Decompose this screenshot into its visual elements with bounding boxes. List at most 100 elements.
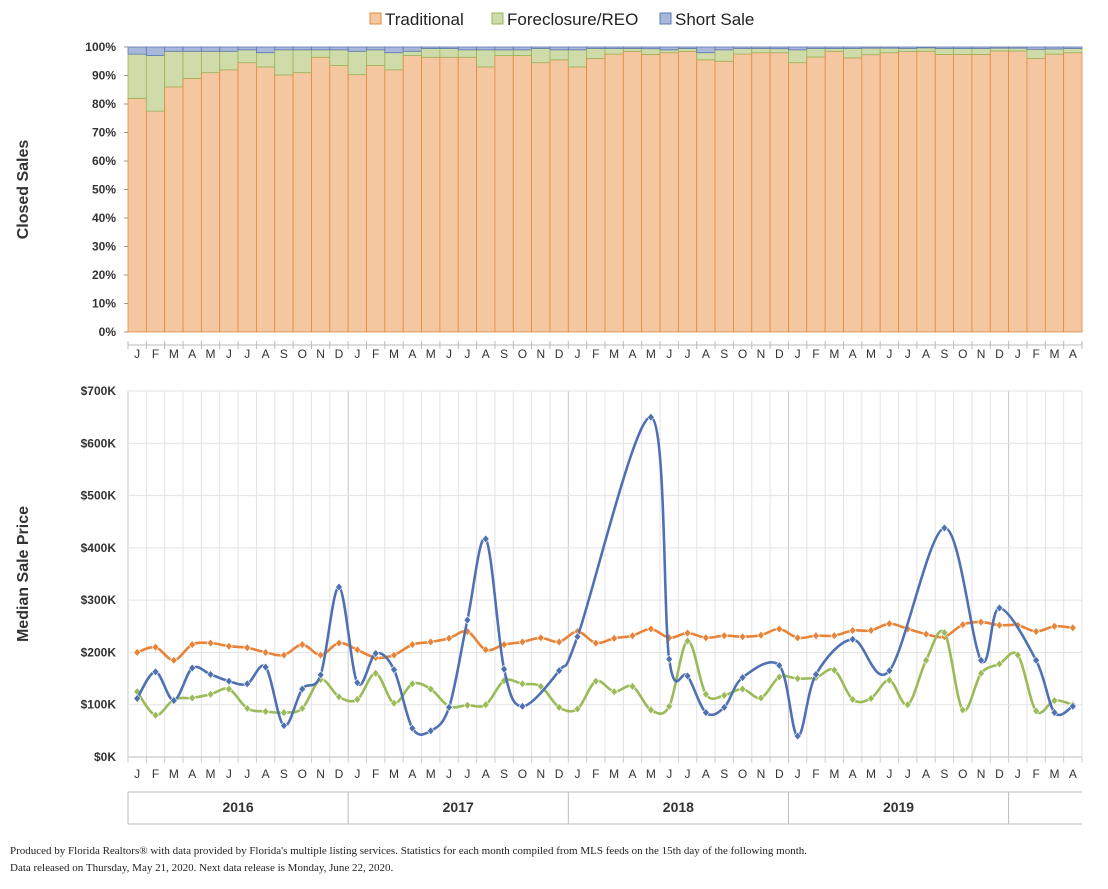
bar-foreclosure-reo: [402, 50, 422, 56]
data-point-traditional: [225, 641, 233, 651]
bar-traditional: [733, 53, 753, 333]
x-tick-label: M: [426, 347, 436, 361]
data-point-foreclosure-reo: [518, 679, 527, 689]
bar-traditional: [641, 54, 661, 333]
bar-foreclosure-reo: [714, 49, 734, 62]
data-point-foreclosure-reo: [353, 695, 362, 704]
bar-foreclosure-reo: [1008, 47, 1028, 52]
bar-foreclosure-reo: [476, 49, 496, 68]
bar-short-sale: [953, 46, 973, 49]
bar-traditional: [145, 110, 166, 333]
bar-foreclosure-reo: [879, 47, 899, 54]
bar-short-sale: [677, 46, 698, 49]
data-point-traditional: [353, 645, 362, 655]
bar-short-sale: [714, 46, 734, 51]
data-point-traditional: [316, 650, 325, 660]
x-tick-label: D: [775, 767, 784, 781]
x-tick-label: M: [829, 767, 839, 781]
bar-traditional: [824, 50, 844, 333]
median-sale-price-chart: $0K $100K $200K $300K $400K $500K $600K $700K Me…: [15, 384, 1083, 825]
data-point-traditional: [830, 631, 839, 641]
x-tick-label: D: [995, 767, 1004, 781]
legend-swatch: [369, 12, 382, 25]
closed-sales-bars: [127, 46, 1083, 333]
data-point-foreclosure-reo: [261, 707, 270, 716]
bar-foreclosure-reo: [200, 50, 221, 74]
bar-foreclosure-reo: [1044, 48, 1065, 55]
data-point-traditional: [683, 628, 692, 638]
legend-label: Foreclosure/REO: [507, 10, 638, 29]
x-tick-label: A: [262, 767, 270, 781]
data-point-foreclosure-reo: [757, 693, 765, 703]
bar-short-sale: [237, 46, 257, 51]
x-tick-label: N: [316, 347, 325, 361]
x-tick-label: M: [206, 767, 216, 781]
data-point-short-sale: [555, 666, 564, 676]
y-tick-label: 0%: [99, 325, 117, 339]
year-label: 2019: [883, 799, 914, 815]
bar-foreclosure-reo: [934, 48, 954, 55]
data-point-foreclosure-reo: [1050, 696, 1059, 705]
y-tick-label: $500K: [81, 489, 117, 503]
bar-traditional: [586, 58, 606, 333]
bar-traditional: [861, 54, 881, 333]
x-tick-label: A: [188, 767, 196, 781]
data-point-foreclosure-reo: [903, 700, 912, 710]
bar-traditional: [1044, 53, 1065, 333]
footnote-line-2: Data released on Thursday, May 21, 2020.…: [10, 862, 394, 874]
data-point-foreclosure-reo: [977, 668, 985, 678]
data-point-short-sale: [977, 655, 985, 665]
bar-traditional: [567, 66, 588, 333]
bar-foreclosure-reo: [1063, 48, 1083, 54]
data-point-traditional: [536, 633, 545, 643]
y-tick-label: $400K: [81, 541, 117, 555]
bar-short-sale: [843, 46, 863, 49]
legend-item-foreclosure-reo: Foreclosure/REO: [491, 10, 638, 29]
x-tick-label: N: [757, 767, 766, 781]
x-tick-label: N: [316, 767, 325, 781]
data-point-foreclosure-reo: [298, 703, 307, 713]
data-point-foreclosure-reo: [610, 687, 619, 697]
data-point-traditional: [628, 631, 637, 641]
closed-sales-y-label: Closed Sales: [15, 140, 32, 240]
bar-short-sale: [824, 46, 844, 49]
data-point-short-sale: [426, 726, 435, 736]
bar-short-sale: [788, 46, 808, 51]
x-tick-label: J: [244, 347, 250, 361]
bar-short-sale: [971, 46, 991, 49]
x-tick-label: A: [1069, 767, 1077, 781]
x-tick-label: S: [720, 347, 728, 361]
x-tick-label: M: [866, 347, 876, 361]
data-point-foreclosure-reo: [371, 668, 380, 678]
y-tick-label: $100K: [81, 698, 117, 712]
bar-short-sale: [1044, 46, 1065, 50]
data-point-foreclosure-reo: [188, 693, 197, 703]
bar-short-sale: [329, 46, 349, 51]
bar-foreclosure-reo: [567, 49, 588, 68]
data-point-short-sale: [261, 662, 270, 672]
bar-foreclosure-reo: [439, 48, 459, 58]
x-tick-label: M: [646, 347, 656, 361]
data-point-short-sale: [665, 654, 674, 664]
bar-foreclosure-reo: [311, 49, 331, 58]
bar-traditional: [366, 65, 386, 333]
x-tick-label: A: [629, 347, 637, 361]
data-point-traditional: [206, 638, 215, 648]
x-tick-label: N: [757, 347, 766, 361]
data-point-traditional: [500, 640, 508, 650]
bar-traditional: [769, 52, 789, 333]
data-point-short-sale: [573, 632, 582, 642]
data-point-traditional: [922, 629, 930, 639]
data-point-foreclosure-reo: [243, 703, 252, 713]
bar-short-sale: [494, 46, 514, 51]
data-point-short-sale: [646, 412, 655, 422]
data-point-traditional: [169, 655, 178, 665]
data-point-short-sale: [225, 676, 233, 686]
bar-short-sale: [567, 46, 588, 51]
data-point-traditional: [445, 633, 453, 643]
x-tick-label: J: [134, 347, 140, 361]
bar-short-sale: [1008, 46, 1028, 49]
data-point-foreclosure-reo: [848, 695, 857, 704]
legend-label: Short Sale: [675, 10, 754, 29]
y-tick-label: $300K: [81, 593, 117, 607]
